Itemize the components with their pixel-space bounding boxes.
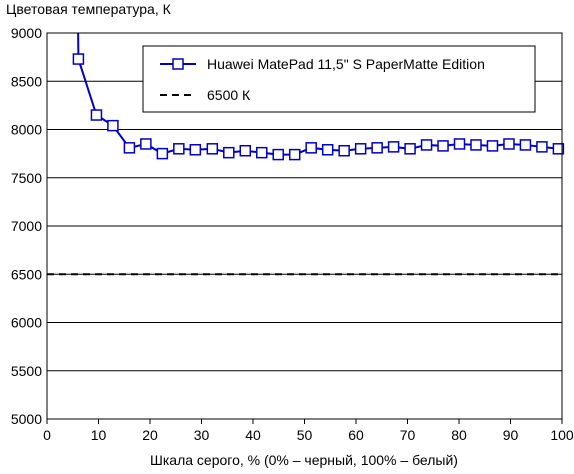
data-point [223,146,235,159]
data-point [503,138,515,150]
data-point [321,144,334,156]
data-point [338,144,350,157]
data-point [123,142,136,154]
data-point [189,144,202,156]
x-tick-label: 10 [91,427,107,443]
y-tick-label: 9000 [11,25,42,41]
y-tick-label: 5000 [11,411,42,427]
x-tick-label: 40 [245,427,261,443]
data-point [437,140,449,152]
x-tick-label: 80 [451,427,467,443]
x-tick-label: 30 [194,427,210,443]
data-point [552,143,565,155]
x-tick-label: 20 [142,427,158,443]
gridlines [47,80,562,372]
y-tick-label: 7500 [11,170,42,186]
data-point [486,140,499,152]
x-tick-label: 50 [297,427,313,443]
y-tick-label: 6000 [11,315,42,331]
data-point [404,143,416,155]
data-point [140,138,152,150]
data-point [90,109,103,121]
x-tick-label: 90 [503,427,519,443]
data-point [387,141,400,153]
data-point [305,142,317,154]
y-tick-label: 8000 [11,122,42,138]
series-layer [72,32,565,161]
data-point [206,143,219,155]
tick-labels: 5000 5500 6000 6500 7000 7500 8000 8500 9000 0 10 2… [11,25,574,443]
y-tick-label: 8500 [11,73,42,89]
data-point [470,139,482,151]
y-tick-label: 7000 [11,218,42,234]
y-tick-label: 6500 [11,266,42,282]
legend-label-series1: Huawei MatePad 11,5" S PaperMatte Editio… [207,56,485,72]
data-point [107,119,119,132]
data-point [536,141,548,153]
data-point [156,147,169,160]
legend: Huawei MatePad 11,5" S PaperMatte Editio… [142,45,536,113]
x-tick-label: 100 [550,427,574,443]
data-point [420,139,433,151]
data-point [239,144,252,157]
x-tick-label: 60 [348,427,364,443]
data-point [72,53,85,65]
legend-marker-series1 [172,58,184,70]
y-axis-label: Цветовая температура, К [6,1,172,17]
plot-frame [46,32,563,420]
x-tick-label: 0 [43,427,51,443]
y-tick-label: 5500 [11,363,42,379]
data-point [256,146,268,159]
legend-label-series2: 6500 К [207,87,251,103]
data-point [272,148,284,161]
data-point [354,143,367,155]
data-point [371,142,383,154]
x-axis-label: Шкала серого, % (0% – черный, 100% – бел… [150,452,458,468]
data-point [519,139,532,151]
legend-box [142,45,536,113]
x-tick-label: 70 [400,427,416,443]
data-point [288,148,301,161]
data-point [453,138,466,150]
data-point [173,143,185,155]
